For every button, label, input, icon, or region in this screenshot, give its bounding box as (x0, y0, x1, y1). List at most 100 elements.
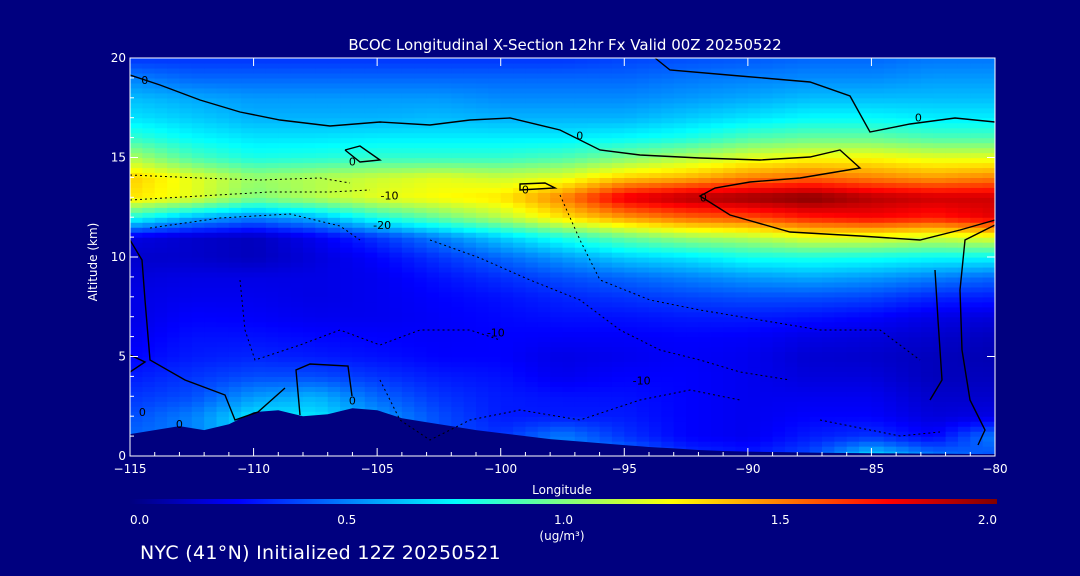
heatmap-cell (735, 341, 749, 348)
heatmap-cell (797, 421, 811, 427)
heatmap-cell (525, 107, 539, 114)
heatmap-cell (883, 237, 897, 243)
heatmap-cell (290, 142, 304, 149)
heatmap-cell (723, 127, 737, 134)
heatmap-cell (896, 371, 910, 377)
heatmap-cell (846, 401, 860, 407)
heatmap-cell (624, 296, 638, 303)
heatmap-cell (859, 361, 873, 368)
heatmap-cell (871, 147, 885, 154)
heatmap-cell (525, 356, 539, 363)
heatmap-cell (167, 197, 181, 203)
heatmap-cell (525, 232, 539, 238)
heatmap-cell (698, 217, 712, 223)
heatmap-cell (315, 271, 329, 278)
heatmap-cell (179, 162, 193, 169)
heatmap-cell (130, 301, 143, 308)
heatmap-cell (908, 276, 922, 283)
heatmap-cell (698, 411, 712, 417)
heatmap-cell (686, 351, 700, 358)
heatmap-cell (747, 416, 761, 422)
heatmap-cell (463, 366, 477, 373)
heatmap-cell (822, 326, 835, 333)
heatmap-cell (438, 386, 452, 392)
heatmap-cell (167, 147, 181, 154)
heatmap-cell (883, 212, 897, 218)
heatmap-cell (414, 386, 428, 392)
heatmap-cell (784, 276, 798, 283)
heatmap-cell (834, 416, 848, 422)
heatmap-cell (426, 281, 440, 288)
heatmap-cell (957, 102, 971, 109)
heatmap-cell (624, 187, 638, 193)
heatmap-cell (537, 271, 551, 278)
heatmap-cell (525, 341, 539, 348)
heatmap-cell (476, 261, 489, 268)
heatmap-cell (822, 401, 835, 407)
heatmap-cell (611, 102, 625, 109)
heatmap-cell (463, 227, 477, 233)
heatmap-cell (933, 137, 947, 144)
heatmap-cell (327, 271, 341, 278)
heatmap-cell (216, 311, 230, 318)
heatmap-cell (488, 257, 502, 263)
heatmap-cell (611, 376, 625, 382)
heatmap-cell (574, 132, 588, 139)
heatmap-cell (537, 162, 551, 169)
heatmap-cell (130, 421, 143, 427)
heatmap-cell (945, 187, 959, 193)
heatmap-cell (624, 271, 638, 278)
heatmap-cell (982, 396, 995, 402)
heatmap-cell (228, 242, 242, 248)
heatmap-cell (920, 212, 934, 218)
heatmap-cell (945, 326, 959, 333)
heatmap-cell (896, 421, 910, 427)
heatmap-cell (599, 431, 613, 437)
heatmap-cell (525, 247, 539, 253)
heatmap-cell (772, 371, 786, 377)
heatmap-cell (896, 311, 910, 318)
heatmap-cell (142, 137, 156, 144)
heatmap-cell (957, 381, 971, 387)
heatmap-cell (303, 132, 316, 139)
heatmap-cell (451, 421, 465, 427)
heatmap-cell (587, 271, 601, 278)
heatmap-cell (142, 291, 156, 298)
heatmap-cell (673, 242, 687, 248)
heatmap-cell (599, 162, 613, 169)
heatmap-cell (488, 351, 502, 358)
heatmap-cell (562, 366, 576, 373)
heatmap-cell (710, 147, 724, 154)
heatmap-cell (636, 406, 650, 412)
heatmap-cell (784, 271, 798, 278)
heatmap-cell (982, 197, 995, 203)
heatmap-cell (352, 276, 366, 283)
heatmap-cell (809, 177, 823, 183)
heatmap-cell (834, 426, 848, 432)
heatmap-cell (327, 336, 341, 343)
heatmap-cell (834, 162, 848, 169)
heatmap-cell (513, 286, 527, 293)
heatmap-cell (241, 157, 255, 164)
heatmap-cell (933, 222, 947, 228)
heatmap-cell (550, 366, 564, 373)
heatmap-cell (303, 212, 316, 218)
heatmap-cell (834, 276, 848, 283)
heatmap-cell (191, 102, 205, 109)
heatmap-cell (846, 391, 860, 397)
heatmap-cell (896, 187, 910, 193)
heatmap-cell (130, 346, 143, 353)
heatmap-cell (611, 296, 625, 303)
heatmap-cell (859, 346, 873, 353)
heatmap-cell (587, 202, 601, 208)
heatmap-cell (364, 316, 378, 323)
heatmap-cell (253, 271, 267, 278)
heatmap-cell (315, 396, 329, 402)
heatmap-cell (130, 232, 143, 238)
heatmap-cell (228, 172, 242, 179)
heatmap-cell (562, 321, 576, 328)
heatmap-cell (130, 376, 143, 382)
heatmap-cell (352, 381, 366, 387)
heatmap-cell (673, 376, 687, 382)
heatmap-cell (352, 376, 366, 382)
